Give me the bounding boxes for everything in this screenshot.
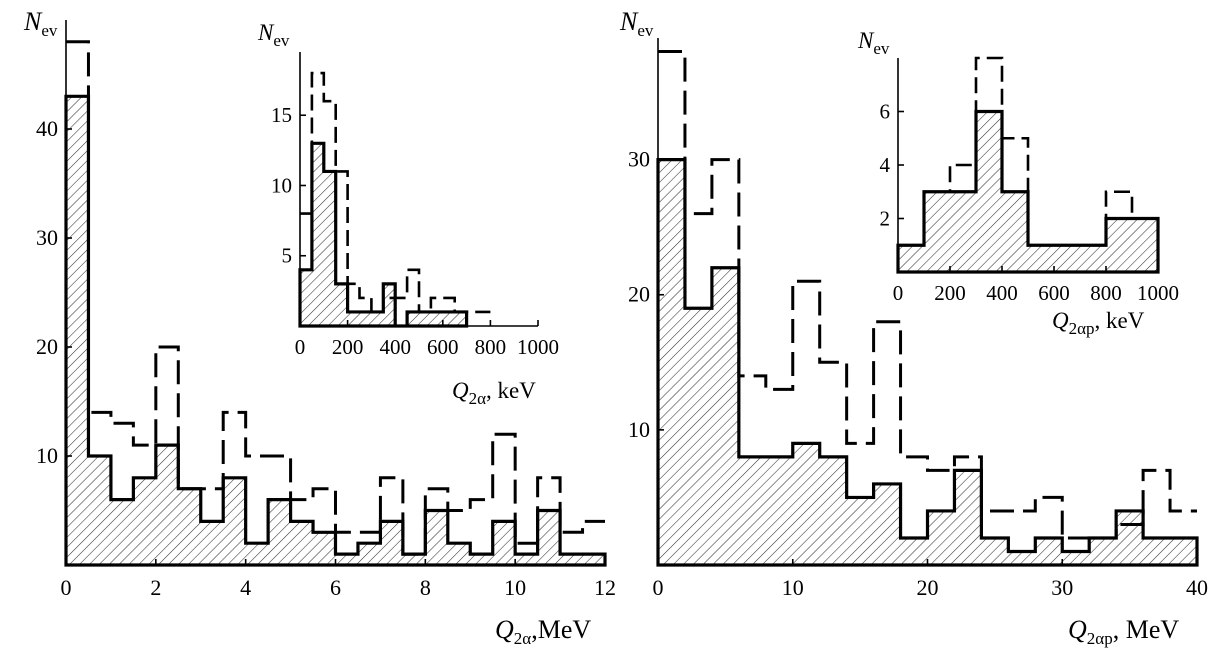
- right-main-xtick-label: 40: [1186, 575, 1208, 600]
- right-main-ytick-label: 30: [628, 147, 650, 172]
- left-main-hist-solid: [64, 94, 607, 567]
- left-inset-hist-dashed: [300, 71, 491, 314]
- right-main-ytick-label: 10: [628, 417, 650, 442]
- left-inset-ytick-label: 15: [271, 103, 292, 127]
- left-inset-hist-solid: [298, 141, 469, 328]
- left-main-ytick-label: 40: [36, 116, 58, 141]
- left-inset-xtick-label: 0: [295, 335, 306, 359]
- left-main-xtick-label: 10: [504, 575, 526, 600]
- right-inset-xtick-label: 0: [893, 281, 904, 305]
- left-main-ytick-label: 30: [36, 225, 58, 250]
- right-inset-xtick-label: 600: [1038, 281, 1070, 305]
- left-inset-xtick-label: 600: [427, 335, 459, 359]
- left-main-xlabel: Q2α,MeV: [495, 615, 591, 648]
- right-main-xtick-label: 20: [917, 575, 939, 600]
- right-inset-xtick-label: 200: [934, 281, 966, 305]
- right-inset-ytick-label: 4: [880, 153, 891, 177]
- right-main-hist-solid: [656, 158, 1199, 567]
- left-inset-xlabel: Q2α, keV: [452, 378, 536, 408]
- right-inset-panel: 0 200 400 600 800 1000 2 4 6 Nev Q2αp, keV: [857, 28, 1179, 338]
- left-main-ytick-label: 10: [36, 443, 58, 468]
- left-inset-ytick-label: 5: [282, 244, 293, 268]
- left-main-xtick-label: 4: [240, 575, 251, 600]
- right-main-hist-dashed: [658, 50, 1197, 540]
- right-main-xtick-label: 0: [653, 575, 664, 600]
- left-inset-xtick-label: 200: [332, 335, 364, 359]
- left-main-ytick-label: 20: [36, 334, 58, 359]
- right-main-xtick-label: 30: [1051, 575, 1073, 600]
- left-inset-xtick-label: 400: [379, 335, 411, 359]
- right-inset-xtick-label: 400: [986, 281, 1018, 305]
- left-main-hist-dashed: [66, 40, 605, 556]
- left-main-xtick-label: 0: [61, 575, 72, 600]
- left-inset-ylabel: Nev: [257, 20, 290, 50]
- right-inset-hist-dashed: [898, 56, 1158, 247]
- right-inset-xtick-label: 800: [1090, 281, 1122, 305]
- left-main-xtick-label: 12: [594, 575, 616, 600]
- left-main-xtick-label: 6: [330, 575, 341, 600]
- left-inset-panel: 0 200 400 600 800 1000 5 10 15 Nev Q2α, keV: [257, 20, 559, 408]
- left-inset-xtick-label: 1000: [517, 335, 559, 359]
- left-main-xtick-label: 8: [420, 575, 431, 600]
- left-main-xtick-label: 2: [150, 575, 161, 600]
- left-main-ylabel: Nev: [23, 7, 58, 40]
- right-inset-ylabel: Nev: [857, 28, 890, 58]
- right-inset-xlabel: Q2αp, keV: [1052, 308, 1145, 338]
- right-main-ytick-label: 20: [628, 282, 650, 307]
- right-main-xtick-label: 10: [782, 575, 804, 600]
- left-main-panel: 0 2 4 6 8 10 12 10 20 30 40 Nev Q2α,MeV: [23, 7, 616, 648]
- right-inset-ytick-label: 6: [880, 100, 891, 124]
- right-main-ylabel: Nev: [619, 7, 654, 40]
- left-inset-xtick-label: 800: [475, 335, 507, 359]
- right-main-xlabel: Q2αp, MeV: [1068, 615, 1179, 648]
- right-inset-ytick-label: 2: [880, 207, 891, 231]
- right-inset-xtick-label: 1000: [1137, 281, 1179, 305]
- left-inset-ytick-label: 10: [271, 173, 292, 197]
